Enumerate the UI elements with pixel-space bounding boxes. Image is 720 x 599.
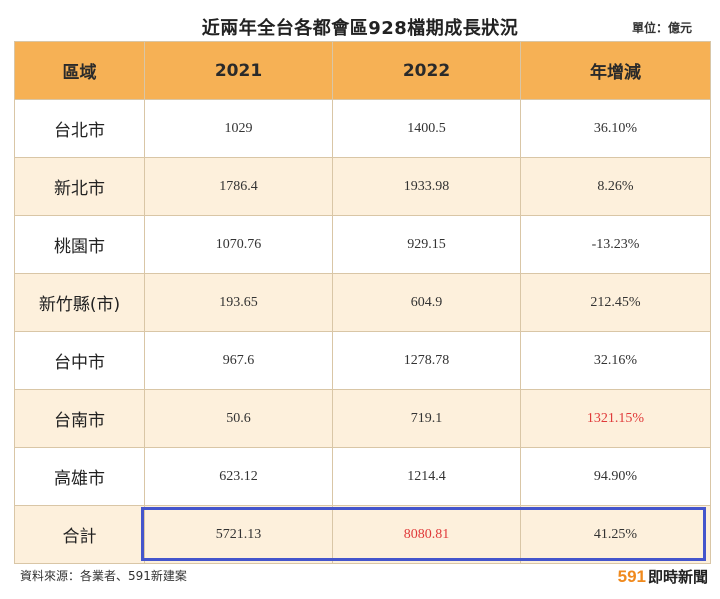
news-logo: 591 即時新聞 [618, 566, 708, 587]
table-title: 近兩年全台各都會區928檔期成長狀況 [201, 18, 519, 39]
value-2021-cell: 623.12 [144, 447, 333, 506]
value-2021-cell: 967.6 [144, 331, 333, 390]
total-row: 合計 5721.13 8080.81 41.25% [14, 505, 711, 564]
value-2022-cell: 604.9 [332, 273, 521, 332]
table-row: 台中市 967.6 1278.78 32.16% [14, 331, 711, 390]
value-2022-cell: 1214.4 [332, 447, 521, 506]
value-2022-cell: 1278.78 [332, 331, 521, 390]
total-2022-cell-highlight: 8080.81 [332, 505, 521, 564]
growth-table: 區域 2021 2022 年增減 台北市 1029 1400.5 36.10% … [14, 41, 711, 564]
table-row: 新北市 1786.4 1933.98 8.26% [14, 157, 711, 216]
total-change-cell: 41.25% [520, 505, 711, 564]
table-row: 桃園市 1070.76 929.15 -13.23% [14, 215, 711, 274]
source-note: 資料來源：各業者、591新建案 [20, 569, 187, 583]
table-row: 台北市 1029 1400.5 36.10% [14, 99, 711, 158]
value-2022-cell: 929.15 [332, 215, 521, 274]
value-2022-cell: 1933.98 [332, 157, 521, 216]
value-2021-cell: 50.6 [144, 389, 333, 448]
region-cell: 新北市 [14, 157, 145, 216]
change-cell: 94.90% [520, 447, 711, 506]
change-cell: 212.45% [520, 273, 711, 332]
header-2021: 2021 [144, 41, 333, 100]
unit-label: 單位：億元 [631, 21, 692, 35]
value-2021-cell: 1070.76 [144, 215, 333, 274]
region-cell: 高雄市 [14, 447, 145, 506]
value-2022-cell: 1400.5 [332, 99, 521, 158]
total-label-cell: 合計 [14, 505, 145, 564]
table-row: 新竹縣(市) 193.65 604.9 212.45% [14, 273, 711, 332]
table-row: 台南市 50.6 719.1 1321.15% [14, 389, 711, 448]
table-row: 高雄市 623.12 1214.4 94.90% [14, 447, 711, 506]
change-cell: 8.26% [520, 157, 711, 216]
logo-number: 591 [617, 567, 646, 586]
header-region: 區域 [14, 41, 145, 100]
total-2021-cell: 5721.13 [144, 505, 333, 564]
change-cell: -13.23% [520, 215, 711, 274]
change-cell-highlight: 1321.15% [520, 389, 711, 448]
value-2021-cell: 193.65 [144, 273, 333, 332]
value-2022-cell: 719.1 [332, 389, 521, 448]
value-2021-cell: 1786.4 [144, 157, 333, 216]
region-cell: 台南市 [14, 389, 145, 448]
region-cell: 台北市 [14, 99, 145, 158]
region-cell: 台中市 [14, 331, 145, 390]
header-change: 年增減 [520, 41, 711, 100]
region-cell: 桃園市 [14, 215, 145, 274]
change-cell: 36.10% [520, 99, 711, 158]
header-2022: 2022 [332, 41, 521, 100]
region-cell: 新竹縣(市) [14, 273, 145, 332]
logo-text: 即時新聞 [647, 568, 708, 586]
header-row: 區域 2021 2022 年增減 [14, 41, 711, 100]
change-cell: 32.16% [520, 331, 711, 390]
value-2021-cell: 1029 [144, 99, 333, 158]
